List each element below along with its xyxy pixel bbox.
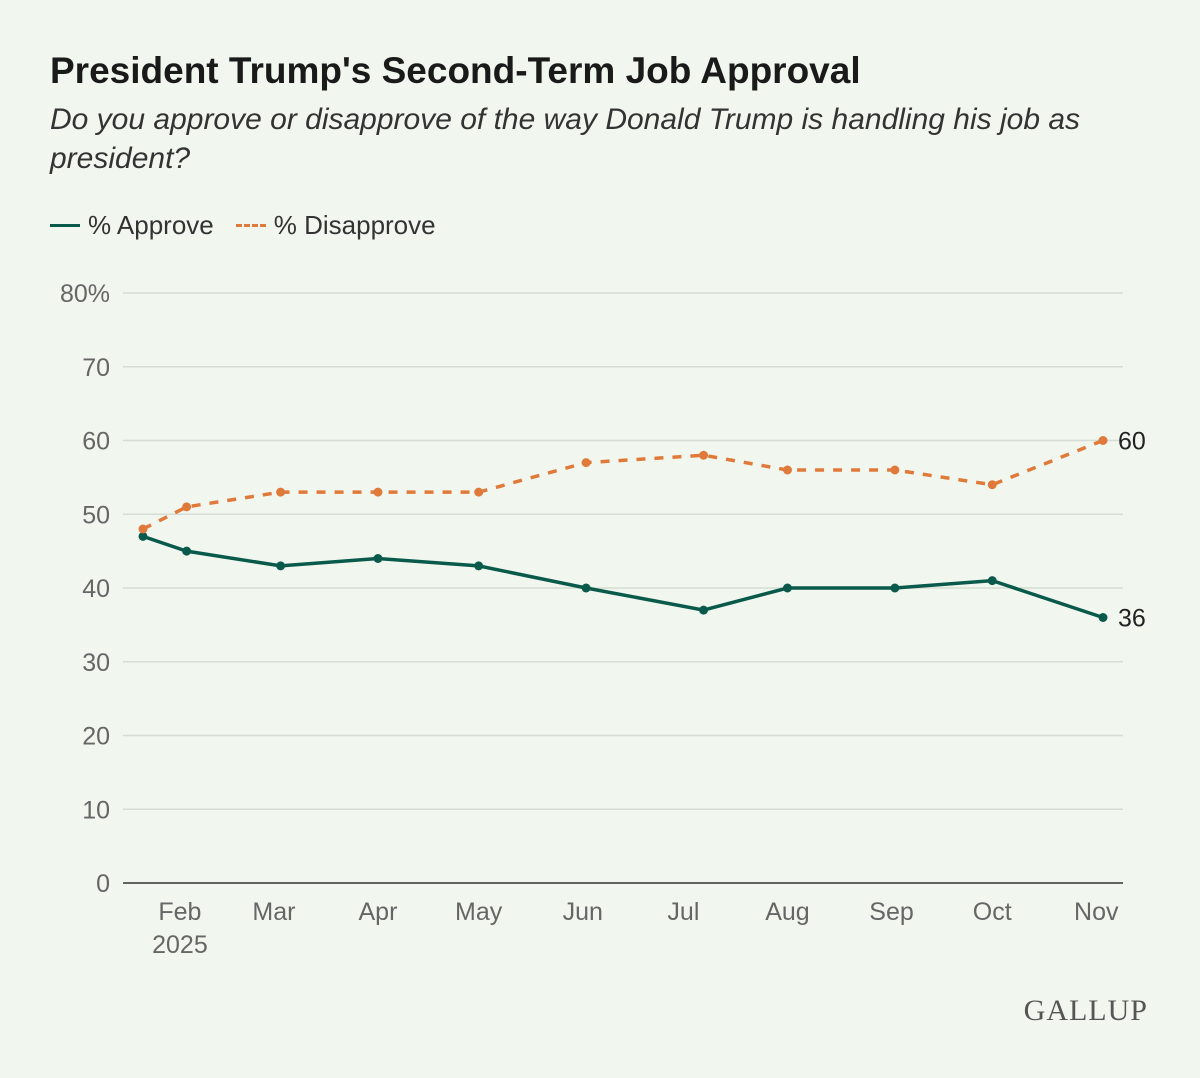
end-data-label: 36: [1118, 605, 1146, 633]
data-point: [1098, 436, 1108, 445]
series-line-disapprove: [142, 438, 1104, 531]
x-tick-label: Oct: [973, 898, 1012, 926]
legend-swatch-disapprove: [235, 224, 266, 227]
data-point: [699, 605, 709, 615]
x-tick-label: Mar: [252, 898, 295, 926]
legend-swatch-approve: [50, 224, 80, 227]
legend-item-disapprove: % Disapprove: [235, 210, 436, 241]
y-tick-label: 60: [82, 428, 110, 456]
data-point: [987, 576, 997, 586]
data-point: [373, 554, 383, 563]
chart-title: President Trump's Second-Term Job Approv…: [50, 50, 861, 91]
x-tick-label: Nov: [1074, 898, 1119, 926]
y-tick-label: 40: [82, 575, 110, 603]
data-point: [276, 487, 286, 497]
legend-label-disapprove: % Disapprove: [273, 210, 436, 240]
chart-subtitle: Do you approve or disapprove of the way …: [50, 103, 1081, 175]
data-point: [138, 531, 148, 541]
y-tick-label: 70: [82, 354, 110, 382]
data-point: [474, 561, 484, 571]
data-point: [782, 583, 792, 593]
gallup-logo: GALLUP: [1023, 994, 1148, 1027]
data-point: [138, 524, 148, 534]
y-tick-label: 80%: [60, 280, 110, 308]
data-point: [890, 583, 900, 593]
y-tick-label: 10: [82, 796, 110, 824]
x-tick-label: Aug: [765, 898, 809, 926]
x-tick-label: May: [455, 898, 503, 926]
data-point: [373, 487, 383, 497]
data-point: [890, 465, 900, 475]
data-point: [581, 458, 591, 468]
data-point: [699, 450, 709, 460]
legend: % Approve % Disapprove: [50, 210, 458, 241]
legend-item-approve: % Approve: [50, 210, 214, 241]
y-tick-label: 30: [82, 649, 110, 677]
series-line-approve: [142, 534, 1104, 620]
x-tick-label: Jun: [563, 898, 603, 926]
data-point: [474, 487, 484, 497]
x-tick-label: Jul: [667, 898, 699, 926]
data-point: [182, 502, 192, 512]
legend-label-approve: % Approve: [88, 210, 214, 240]
y-tick-label: 20: [82, 723, 110, 751]
data-point: [987, 480, 997, 490]
x-tick-sublabel: 2025: [152, 931, 208, 959]
data-point: [1098, 613, 1108, 622]
data-point: [782, 465, 792, 475]
x-tick-label: Sep: [869, 898, 913, 926]
y-tick-label: 0: [96, 870, 110, 898]
x-tick-label: Feb: [158, 898, 201, 926]
y-tick-label: 50: [82, 501, 110, 529]
end-data-label: 60: [1118, 428, 1146, 456]
data-point: [182, 546, 192, 556]
x-tick-label: Apr: [359, 898, 398, 926]
data-point: [276, 561, 286, 571]
data-point: [581, 583, 591, 593]
